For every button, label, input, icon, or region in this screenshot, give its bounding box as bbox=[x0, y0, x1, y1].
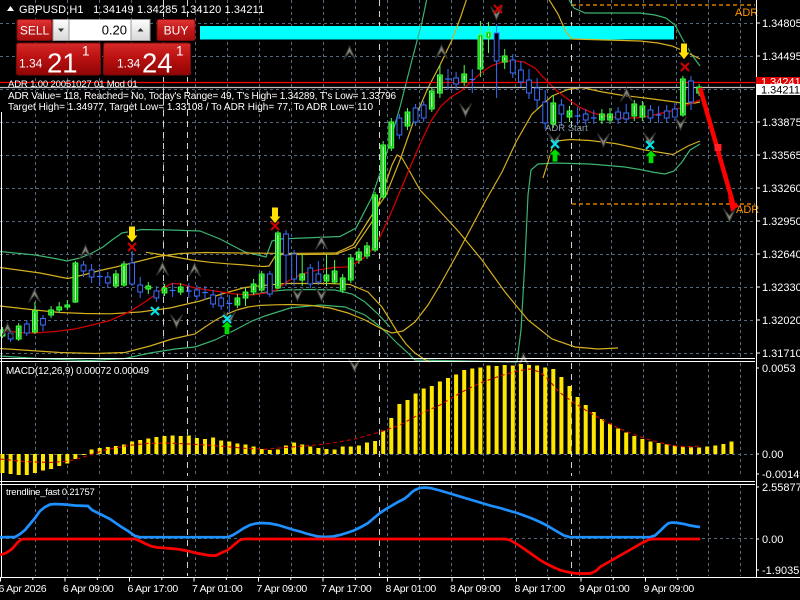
svg-text:1.34: 1.34 bbox=[19, 57, 43, 71]
svg-text:-1.90351: -1.90351 bbox=[762, 565, 800, 577]
svg-text:7 Apr 17:00: 7 Apr 17:00 bbox=[321, 583, 372, 595]
svg-text:24: 24 bbox=[142, 48, 173, 79]
svg-text:trendline_fast 0.21757: trendline_fast 0.21757 bbox=[6, 487, 95, 498]
svg-text:1.34: 1.34 bbox=[117, 57, 141, 71]
svg-text:9 Apr 01:00: 9 Apr 01:00 bbox=[579, 583, 630, 595]
svg-text:0.0053: 0.0053 bbox=[762, 363, 796, 375]
svg-text:1.33260: 1.33260 bbox=[762, 183, 800, 195]
svg-text:-0.00149: -0.00149 bbox=[762, 469, 800, 481]
svg-text:ADR Value= 118, Reached= No, T: ADR Value= 118, Reached= No, Today's Ran… bbox=[8, 91, 397, 102]
svg-text:9 Apr 09:00: 9 Apr 09:00 bbox=[644, 583, 695, 595]
svg-text:1.34495: 1.34495 bbox=[762, 51, 800, 63]
svg-text:1: 1 bbox=[82, 44, 90, 59]
svg-text:ADR Start: ADR Start bbox=[545, 123, 588, 134]
svg-text:7 Apr 09:00: 7 Apr 09:00 bbox=[257, 583, 308, 595]
svg-text:1.33565: 1.33565 bbox=[762, 150, 800, 162]
svg-text:8 Apr 09:00: 8 Apr 09:00 bbox=[450, 583, 501, 595]
svg-text:0.20: 0.20 bbox=[102, 23, 127, 38]
svg-text:7 Apr 01:00: 7 Apr 01:00 bbox=[192, 583, 243, 595]
svg-text:1.32330: 1.32330 bbox=[762, 282, 800, 294]
svg-text:6 Apr 09:00: 6 Apr 09:00 bbox=[63, 583, 114, 595]
svg-text:ADR: ADR bbox=[735, 7, 758, 19]
svg-text:8 Apr 17:00: 8 Apr 17:00 bbox=[515, 583, 566, 595]
svg-text:0.00: 0.00 bbox=[762, 449, 783, 461]
svg-text:1.34805: 1.34805 bbox=[762, 18, 800, 30]
svg-text:8 Apr 01:00: 8 Apr 01:00 bbox=[386, 583, 437, 595]
svg-text:21: 21 bbox=[47, 48, 78, 79]
svg-text:1.33875: 1.33875 bbox=[762, 117, 800, 129]
svg-text:ADR 1.00 20051027 01 Mod 01: ADR 1.00 20051027 01 Mod 01 bbox=[8, 79, 138, 90]
svg-text:MACD(12,26,9) 0.00072 0.00049: MACD(12,26,9) 0.00072 0.00049 bbox=[6, 366, 150, 377]
svg-text:1.32950: 1.32950 bbox=[762, 216, 800, 228]
svg-text:1.31710: 1.31710 bbox=[762, 348, 800, 360]
svg-text:1.34211: 1.34211 bbox=[761, 85, 800, 97]
svg-text:0.00: 0.00 bbox=[762, 534, 783, 546]
svg-text:BUY: BUY bbox=[164, 24, 189, 38]
svg-text:1: 1 bbox=[176, 44, 184, 59]
svg-text:1.32020: 1.32020 bbox=[762, 315, 800, 327]
svg-text:SELL: SELL bbox=[20, 24, 50, 38]
svg-text:ADR: ADR bbox=[736, 204, 759, 216]
svg-text:GBPUSD,H1 1.34149 1.34285 1.: GBPUSD,H1 1.34149 1.34285 1.34120 1.3421… bbox=[19, 4, 264, 16]
svg-text:2.55877: 2.55877 bbox=[762, 482, 800, 494]
svg-text:1.32640: 1.32640 bbox=[762, 249, 800, 261]
svg-text:6 Apr 2026: 6 Apr 2026 bbox=[0, 583, 47, 595]
svg-text:Target High= 1.34977, Target L: Target High= 1.34977, Target Low= 1.3310… bbox=[8, 102, 374, 113]
svg-text:6 Apr 17:00: 6 Apr 17:00 bbox=[128, 583, 179, 595]
